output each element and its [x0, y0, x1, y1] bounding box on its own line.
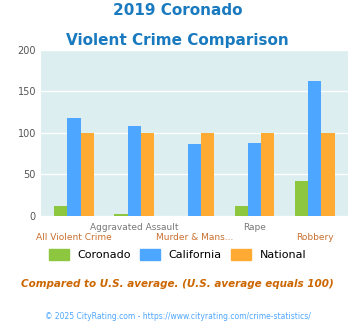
Bar	[295, 181, 308, 216]
Text: All Violent Crime: All Violent Crime	[36, 233, 112, 242]
Bar	[201, 133, 214, 216]
Text: Rape: Rape	[243, 223, 266, 232]
Bar	[67, 118, 81, 216]
Bar	[114, 214, 127, 216]
Text: 2019 Coronado: 2019 Coronado	[113, 3, 242, 18]
Bar	[188, 144, 201, 216]
Bar	[141, 133, 154, 216]
Text: © 2025 CityRating.com - https://www.cityrating.com/crime-statistics/: © 2025 CityRating.com - https://www.city…	[45, 312, 310, 321]
Bar	[235, 206, 248, 216]
Legend: Coronado, California, National: Coronado, California, National	[49, 249, 306, 260]
Bar	[81, 133, 94, 216]
Bar	[261, 133, 274, 216]
Text: Compared to U.S. average. (U.S. average equals 100): Compared to U.S. average. (U.S. average …	[21, 279, 334, 289]
Bar	[54, 206, 67, 216]
Text: Robbery: Robbery	[296, 233, 334, 242]
Bar	[308, 81, 321, 216]
Text: Violent Crime Comparison: Violent Crime Comparison	[66, 33, 289, 48]
Bar	[248, 143, 261, 216]
Text: Aggravated Assault: Aggravated Assault	[90, 223, 179, 232]
Text: Murder & Mans...: Murder & Mans...	[156, 233, 233, 242]
Bar	[321, 133, 335, 216]
Bar	[127, 126, 141, 216]
